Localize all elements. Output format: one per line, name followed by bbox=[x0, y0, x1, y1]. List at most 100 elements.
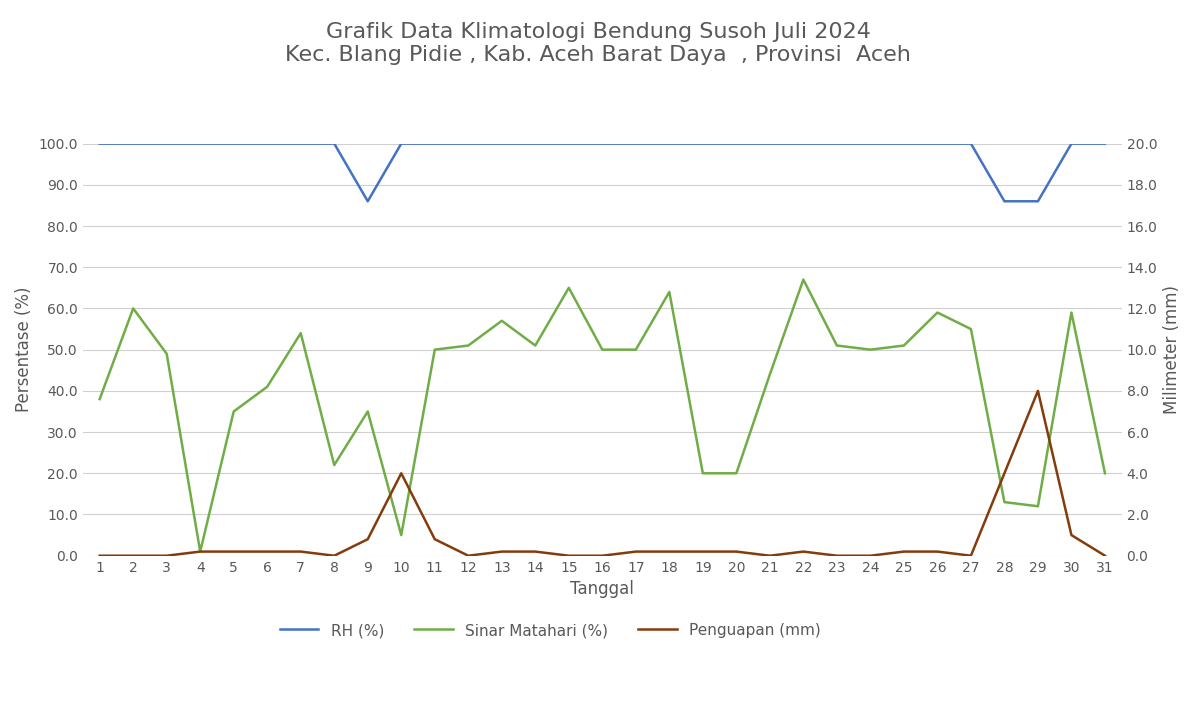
RH (%) bbox=[260, 139, 274, 148]
Legend: RH (%), Sinar Matahari (%), Penguapan (mm): RH (%), Sinar Matahari (%), Penguapan (m… bbox=[274, 617, 826, 644]
Penguapan (mm) bbox=[529, 547, 543, 556]
Sinar Matahari (%) bbox=[797, 275, 811, 284]
Penguapan (mm) bbox=[193, 547, 207, 556]
Sinar Matahari (%) bbox=[897, 341, 911, 350]
Penguapan (mm) bbox=[596, 552, 610, 560]
Sinar Matahari (%) bbox=[997, 497, 1012, 506]
Penguapan (mm) bbox=[696, 547, 710, 556]
RH (%) bbox=[663, 139, 677, 148]
RH (%) bbox=[159, 139, 173, 148]
Penguapan (mm) bbox=[462, 552, 476, 560]
Sinar Matahari (%) bbox=[393, 531, 408, 539]
Penguapan (mm) bbox=[327, 552, 341, 560]
Penguapan (mm) bbox=[997, 469, 1012, 477]
Penguapan (mm) bbox=[930, 547, 945, 556]
RH (%) bbox=[1098, 139, 1112, 148]
Y-axis label: Persentase (%): Persentase (%) bbox=[16, 287, 33, 412]
Sinar Matahari (%) bbox=[226, 407, 240, 416]
Sinar Matahari (%) bbox=[360, 407, 374, 416]
Sinar Matahari (%) bbox=[260, 382, 274, 391]
RH (%) bbox=[428, 139, 443, 148]
RH (%) bbox=[226, 139, 240, 148]
Y-axis label: Milimeter (mm): Milimeter (mm) bbox=[1163, 285, 1180, 414]
Sinar Matahari (%) bbox=[663, 288, 677, 296]
Penguapan (mm) bbox=[797, 547, 811, 556]
Penguapan (mm) bbox=[864, 552, 878, 560]
Penguapan (mm) bbox=[1098, 552, 1112, 560]
Sinar Matahari (%) bbox=[327, 461, 341, 469]
RH (%) bbox=[92, 139, 106, 148]
Penguapan (mm) bbox=[1064, 531, 1079, 539]
RH (%) bbox=[730, 139, 744, 148]
RH (%) bbox=[964, 139, 978, 148]
RH (%) bbox=[596, 139, 610, 148]
Penguapan (mm) bbox=[964, 552, 978, 560]
Penguapan (mm) bbox=[730, 547, 744, 556]
Sinar Matahari (%) bbox=[696, 469, 710, 477]
RH (%) bbox=[562, 139, 576, 148]
Penguapan (mm) bbox=[1031, 386, 1045, 395]
Sinar Matahari (%) bbox=[629, 345, 643, 354]
RH (%) bbox=[1031, 197, 1045, 205]
RH (%) bbox=[797, 139, 811, 148]
Penguapan (mm) bbox=[159, 552, 173, 560]
Sinar Matahari (%) bbox=[193, 547, 207, 556]
RH (%) bbox=[629, 139, 643, 148]
Sinar Matahari (%) bbox=[529, 341, 543, 350]
X-axis label: Tanggal: Tanggal bbox=[570, 580, 634, 598]
RH (%) bbox=[1064, 139, 1079, 148]
Sinar Matahari (%) bbox=[562, 283, 576, 292]
Line: Penguapan (mm): Penguapan (mm) bbox=[99, 391, 1105, 556]
Sinar Matahari (%) bbox=[1064, 309, 1079, 317]
Penguapan (mm) bbox=[562, 552, 576, 560]
Text: Grafik Data Klimatologi Bendung Susoh Juli 2024
Kec. Blang Pidie , Kab. Aceh Bar: Grafik Data Klimatologi Bendung Susoh Ju… bbox=[285, 22, 911, 65]
RH (%) bbox=[763, 139, 777, 148]
RH (%) bbox=[696, 139, 710, 148]
RH (%) bbox=[864, 139, 878, 148]
Penguapan (mm) bbox=[830, 552, 844, 560]
RH (%) bbox=[360, 197, 374, 205]
RH (%) bbox=[393, 139, 408, 148]
Sinar Matahari (%) bbox=[495, 317, 509, 325]
Sinar Matahari (%) bbox=[930, 309, 945, 317]
RH (%) bbox=[897, 139, 911, 148]
RH (%) bbox=[462, 139, 476, 148]
Line: RH (%): RH (%) bbox=[99, 143, 1105, 201]
Sinar Matahari (%) bbox=[964, 324, 978, 333]
Penguapan (mm) bbox=[226, 547, 240, 556]
Sinar Matahari (%) bbox=[596, 345, 610, 354]
Sinar Matahari (%) bbox=[159, 350, 173, 358]
RH (%) bbox=[327, 139, 341, 148]
RH (%) bbox=[193, 139, 207, 148]
Penguapan (mm) bbox=[360, 535, 374, 544]
Penguapan (mm) bbox=[293, 547, 307, 556]
Sinar Matahari (%) bbox=[92, 395, 106, 404]
Penguapan (mm) bbox=[393, 469, 408, 477]
Sinar Matahari (%) bbox=[293, 329, 307, 337]
RH (%) bbox=[126, 139, 140, 148]
RH (%) bbox=[930, 139, 945, 148]
Sinar Matahari (%) bbox=[730, 469, 744, 477]
Sinar Matahari (%) bbox=[1098, 469, 1112, 477]
Sinar Matahari (%) bbox=[1031, 502, 1045, 510]
Penguapan (mm) bbox=[92, 552, 106, 560]
Sinar Matahari (%) bbox=[864, 345, 878, 354]
Sinar Matahari (%) bbox=[428, 345, 443, 354]
Penguapan (mm) bbox=[897, 547, 911, 556]
Sinar Matahari (%) bbox=[126, 304, 140, 313]
Sinar Matahari (%) bbox=[763, 370, 777, 379]
Penguapan (mm) bbox=[663, 547, 677, 556]
Sinar Matahari (%) bbox=[830, 341, 844, 350]
Penguapan (mm) bbox=[260, 547, 274, 556]
Penguapan (mm) bbox=[126, 552, 140, 560]
RH (%) bbox=[495, 139, 509, 148]
Penguapan (mm) bbox=[428, 535, 443, 544]
RH (%) bbox=[997, 197, 1012, 205]
Line: Sinar Matahari (%): Sinar Matahari (%) bbox=[99, 280, 1105, 552]
RH (%) bbox=[830, 139, 844, 148]
Penguapan (mm) bbox=[763, 552, 777, 560]
Penguapan (mm) bbox=[495, 547, 509, 556]
RH (%) bbox=[293, 139, 307, 148]
Penguapan (mm) bbox=[629, 547, 643, 556]
Sinar Matahari (%) bbox=[462, 341, 476, 350]
